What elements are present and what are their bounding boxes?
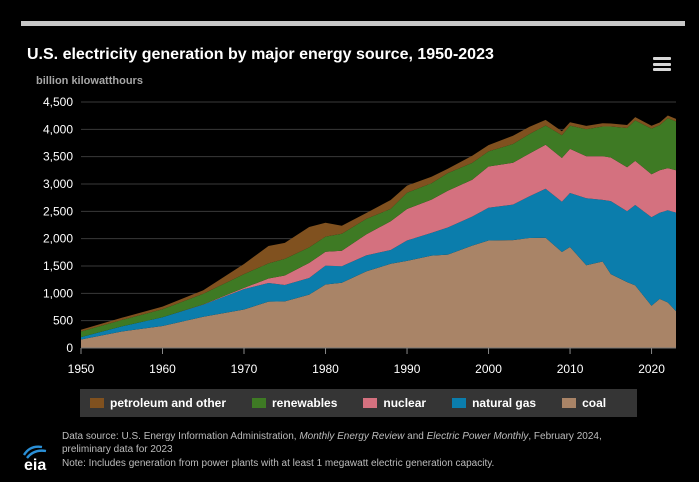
legend-label: coal bbox=[582, 396, 607, 410]
y-axis-label: billion kilowatthours bbox=[36, 75, 143, 87]
legend-item-natural-gas[interactable]: natural gas bbox=[452, 396, 536, 410]
area-natural-gas bbox=[81, 188, 676, 340]
top-rule bbox=[21, 21, 685, 26]
legend-label: natural gas bbox=[472, 396, 537, 410]
legend-item-coal[interactable]: coal bbox=[562, 396, 606, 410]
area-coal bbox=[81, 237, 676, 348]
x-tick-label: 1970 bbox=[231, 362, 258, 376]
area-nuclear bbox=[81, 144, 676, 338]
x-tick-label: 2000 bbox=[475, 362, 502, 376]
footer-note: Note: Includes generation from power pla… bbox=[62, 458, 495, 469]
y-tick-label: 500 bbox=[53, 314, 73, 328]
area-petroleum-and-other bbox=[81, 115, 676, 332]
legend-item-petroleum-and-other[interactable]: petroleum and other bbox=[90, 396, 226, 410]
x-tick-label: 1990 bbox=[394, 362, 421, 376]
x-tick-label: 1950 bbox=[68, 362, 95, 376]
y-tick-label: 2,500 bbox=[43, 204, 73, 218]
x-tick-label: 1960 bbox=[149, 362, 176, 376]
y-tick-label: 4,000 bbox=[43, 122, 73, 136]
legend-label: petroleum and other bbox=[110, 396, 227, 410]
chart-legend: petroleum and other renewables nuclear natu… bbox=[80, 389, 637, 417]
legend-swatch bbox=[363, 398, 378, 408]
footer-source-cont: preliminary data for 2023 bbox=[62, 444, 173, 455]
y-tick-label: 4,500 bbox=[43, 95, 73, 109]
footer-source: Data source: U.S. Energy Information Adm… bbox=[62, 431, 602, 442]
legend-swatch bbox=[90, 398, 104, 408]
area-renewables bbox=[81, 118, 676, 338]
legend-swatch bbox=[562, 398, 577, 408]
y-tick-label: 1,000 bbox=[43, 286, 73, 300]
y-tick-label: 3,000 bbox=[43, 177, 73, 191]
legend-swatch bbox=[452, 398, 467, 408]
legend-item-renewables[interactable]: renewables bbox=[252, 396, 337, 410]
y-tick-label: 1,500 bbox=[43, 259, 73, 273]
x-tick-label: 2020 bbox=[638, 362, 665, 376]
y-tick-label: 0 bbox=[66, 341, 73, 355]
legend-item-nuclear[interactable]: nuclear bbox=[363, 396, 426, 410]
chart-title: U.S. electricity generation by major ene… bbox=[27, 46, 494, 63]
y-tick-label: 3,500 bbox=[43, 150, 73, 164]
hamburger-menu-icon[interactable] bbox=[653, 57, 671, 71]
x-tick-label: 1980 bbox=[312, 362, 339, 376]
eia-logo-text: eia bbox=[24, 457, 46, 473]
y-tick-label: 2,000 bbox=[43, 232, 73, 246]
eia-logo-icon: eia bbox=[22, 445, 46, 473]
legend-label: nuclear bbox=[383, 396, 427, 410]
legend-swatch bbox=[252, 398, 267, 408]
x-tick-label: 2010 bbox=[557, 362, 584, 376]
legend-label: renewables bbox=[272, 396, 338, 410]
